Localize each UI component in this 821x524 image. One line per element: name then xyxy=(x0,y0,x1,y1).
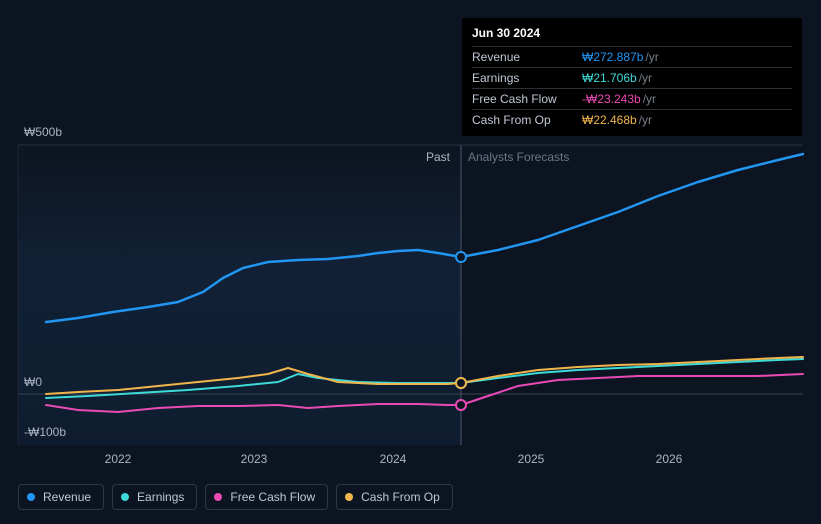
tooltip-row-revenue: Revenue ₩272.887b /yr xyxy=(472,46,792,67)
financial-forecast-chart: ₩500b ₩0 -₩100b 2022 2023 2024 2025 2026… xyxy=(0,0,821,524)
tooltip-label: Earnings xyxy=(472,71,582,85)
legend-item-fcf[interactable]: Free Cash Flow xyxy=(205,484,328,510)
legend: Revenue Earnings Free Cash Flow Cash Fro… xyxy=(18,484,453,510)
tooltip-unit: /yr xyxy=(639,71,652,85)
legend-dot-icon xyxy=(121,493,129,501)
tooltip-row-fcf: Free Cash Flow -₩23.243b /yr xyxy=(472,88,792,109)
zone-label-forecast: Analysts Forecasts xyxy=(468,150,569,164)
tooltip-date: Jun 30 2024 xyxy=(472,26,792,40)
y-tick-neg100b: -₩100b xyxy=(24,425,66,439)
legend-label: Revenue xyxy=(43,490,91,504)
legend-label: Free Cash Flow xyxy=(230,490,315,504)
tooltip-unit: /yr xyxy=(643,92,656,106)
legend-item-revenue[interactable]: Revenue xyxy=(18,484,104,510)
tooltip-row-cfo: Cash From Op ₩22.468b /yr xyxy=(472,109,792,130)
legend-dot-icon xyxy=(345,493,353,501)
tooltip-row-earnings: Earnings ₩21.706b /yr xyxy=(472,67,792,88)
legend-label: Earnings xyxy=(137,490,184,504)
x-tick-2022: 2022 xyxy=(105,452,132,466)
tooltip-value: ₩21.706b xyxy=(582,71,637,85)
tooltip-label: Free Cash Flow xyxy=(472,92,582,106)
legend-dot-icon xyxy=(214,493,222,501)
y-tick-0: ₩0 xyxy=(24,375,42,389)
hover-tooltip: Jun 30 2024 Revenue ₩272.887b /yr Earnin… xyxy=(462,18,802,136)
tooltip-unit: /yr xyxy=(645,50,658,64)
y-tick-500b: ₩500b xyxy=(24,125,62,139)
legend-item-earnings[interactable]: Earnings xyxy=(112,484,197,510)
tooltip-value: -₩23.243b xyxy=(582,92,641,106)
tooltip-label: Revenue xyxy=(472,50,582,64)
tooltip-value: ₩272.887b xyxy=(582,50,643,64)
x-tick-2023: 2023 xyxy=(241,452,268,466)
tooltip-unit: /yr xyxy=(639,113,652,127)
legend-item-cfo[interactable]: Cash From Op xyxy=(336,484,453,510)
tooltip-label: Cash From Op xyxy=(472,113,582,127)
tooltip-value: ₩22.468b xyxy=(582,113,637,127)
legend-dot-icon xyxy=(27,493,35,501)
zone-label-past: Past xyxy=(426,150,450,164)
x-tick-2026: 2026 xyxy=(656,452,683,466)
x-tick-2024: 2024 xyxy=(380,452,407,466)
x-tick-2025: 2025 xyxy=(518,452,545,466)
legend-label: Cash From Op xyxy=(361,490,440,504)
